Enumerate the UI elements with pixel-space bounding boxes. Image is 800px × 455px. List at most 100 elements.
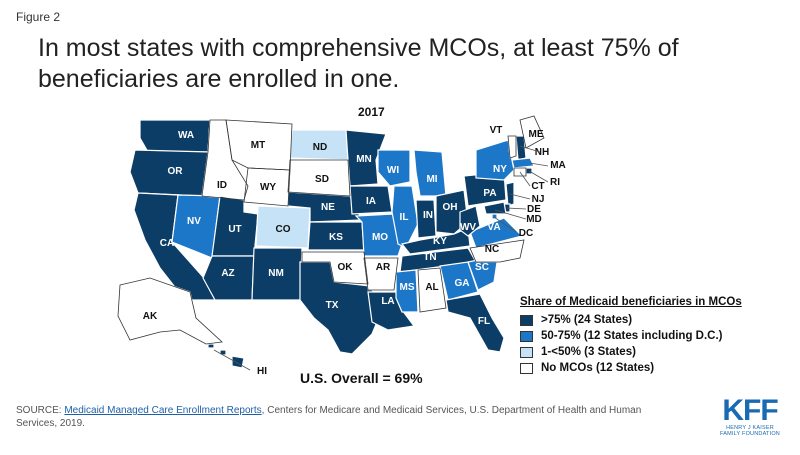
state-label-nd: ND <box>313 142 327 153</box>
callout-line <box>519 145 541 153</box>
state-md <box>483 201 507 215</box>
source-link[interactable]: Medicaid Managed Care Enrollment Reports <box>64 405 262 416</box>
legend-item: No MCOs (12 States) <box>520 360 742 376</box>
state-outline-ak <box>117 277 223 345</box>
state-label-or: OR <box>168 166 184 177</box>
state-label-me: ME <box>529 129 544 140</box>
callout-line <box>528 170 549 183</box>
state-label-ky: KY <box>433 236 447 247</box>
state-label-ny: NY <box>493 164 507 175</box>
state-label-ga: GA <box>455 278 470 289</box>
state-label-ak: AK <box>143 311 158 322</box>
state-label-tn: TN <box>423 252 436 263</box>
state-label-mt: MT <box>251 140 265 151</box>
figure-label: Figure 2 <box>16 10 61 24</box>
state-label-al: AL <box>425 282 438 293</box>
kff-logo: KFF HENRY J KAISER FAMILY FOUNDATION <box>713 394 787 438</box>
state-label-vt: VT <box>490 125 503 136</box>
overall-value: U.S. Overall = 69% <box>300 370 423 386</box>
state-label-nm: NM <box>268 268 284 279</box>
state-label-in: IN <box>423 210 433 221</box>
legend-swatch-mid <box>520 330 533 342</box>
state-outline-me <box>519 115 545 149</box>
state-in <box>415 199 437 239</box>
state-outline-ok <box>301 251 369 285</box>
callout-line <box>506 207 527 210</box>
state-label-mo: MO <box>372 232 388 243</box>
state-ga <box>439 261 479 301</box>
state-label-md: MD <box>526 214 542 225</box>
logo-mark: KFF <box>722 394 778 427</box>
callout-line <box>509 193 531 200</box>
state-label-fl: FL <box>478 316 490 327</box>
state-label-wa: WA <box>178 130 194 141</box>
callout-line <box>213 349 251 371</box>
logo-subtitle-1: HENRY J KAISER <box>726 425 774 431</box>
state-wi <box>377 149 411 187</box>
state-label-nj: NJ <box>532 194 545 205</box>
state-label-nc: NC <box>485 244 499 255</box>
source-suffix: , Centers for Medicare and Medicaid Serv… <box>16 405 642 429</box>
callout-line <box>519 171 531 187</box>
state-ny <box>475 139 515 181</box>
state-label-pa: PA <box>483 188 496 199</box>
state-wv <box>459 205 481 237</box>
state-mi <box>413 149 447 197</box>
logo-subtitle-2: FAMILY FOUNDATION <box>720 431 780 437</box>
state-wa <box>139 119 211 153</box>
map-legend: Share of Medicaid beneficiaries in MCOs … <box>520 296 742 376</box>
source-prefix: SOURCE: <box>16 405 65 416</box>
state-label-oh: OH <box>443 202 458 213</box>
legend-label: >75% (24 States) <box>541 314 633 326</box>
state-label-ms: MS <box>400 282 415 293</box>
state-label-dc: DC <box>519 228 533 239</box>
state-outline-wy <box>243 167 291 207</box>
page-title: In most states with comprehensive MCOs, … <box>38 34 679 93</box>
state-label-hi: HI <box>257 366 267 377</box>
state-label-ar: AR <box>376 262 391 273</box>
state-fl <box>445 293 505 353</box>
state-label-sc: SC <box>475 262 489 273</box>
state-label-ca: CA <box>160 238 174 249</box>
state-label-sd: SD <box>315 174 329 185</box>
state-hi <box>207 343 245 369</box>
legend-swatch-none <box>520 362 533 374</box>
state-label-az: AZ <box>221 268 234 279</box>
state-outline-nc <box>469 239 525 263</box>
state-label-de: DE <box>527 204 541 215</box>
state-label-ma: MA <box>550 160 566 171</box>
state-label-la: LA <box>381 296 394 307</box>
state-label-co: CO <box>276 224 291 235</box>
state-label-ct: CT <box>531 181 544 192</box>
state-label-mn: MN <box>356 154 372 165</box>
state-label-il: IL <box>400 212 409 223</box>
legend-item: >75% (24 States) <box>520 312 742 328</box>
state-label-ut: UT <box>228 224 241 235</box>
source-note: SOURCE: Medicaid Managed Care Enrollment… <box>16 404 676 430</box>
state-label-ri: RI <box>550 177 560 188</box>
state-label-wv: WV <box>460 222 476 233</box>
map-year: 2017 <box>358 105 385 119</box>
state-label-ks: KS <box>329 232 343 243</box>
legend-label: 50-75% (12 States including D.C.) <box>541 330 723 342</box>
state-va <box>469 217 524 249</box>
state-outline-sd <box>287 159 351 197</box>
legend-swatch-low <box>520 346 533 358</box>
callout-line <box>494 209 527 220</box>
state-label-ia: IA <box>366 196 376 207</box>
legend-item: 1-<50% (3 States) <box>520 344 742 360</box>
state-label-nh: NH <box>535 147 549 158</box>
state-label-wi: WI <box>387 165 399 176</box>
legend-item: 50-75% (12 States including D.C.) <box>520 328 742 344</box>
state-ma <box>511 157 535 169</box>
state-outline-ct <box>513 167 527 177</box>
state-outline-al <box>417 267 447 313</box>
state-outline-vt <box>507 135 517 159</box>
legend-title: Share of Medicaid beneficiaries in MCOs <box>520 296 742 308</box>
state-label-tx: TX <box>326 300 339 311</box>
callout-line <box>529 162 549 167</box>
state-label-ne: NE <box>321 202 335 213</box>
state-label-ok: OK <box>338 262 354 273</box>
